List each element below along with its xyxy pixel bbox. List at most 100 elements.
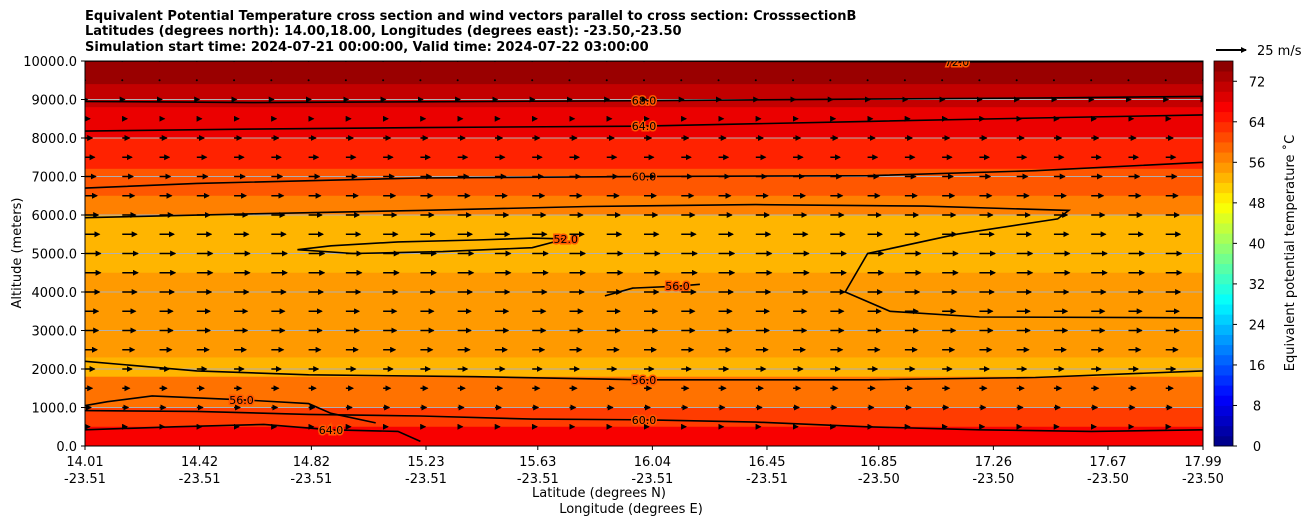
y-tick-label-3: 3000.0 (32, 325, 78, 340)
x-tick-label-lat-5: 16.04 (634, 455, 671, 470)
chart-title-line-2: Latitudes (degrees north): 14.00,18.00, … (85, 24, 682, 39)
wind-vector-18-11 (493, 79, 496, 82)
wind-vector-18-27 (1090, 79, 1093, 82)
wind-vector-18-21 (866, 79, 869, 82)
y-axis: 0.0 1000.0 2000.0 3000.0 4000.0 5000.0 6000.0 7… (23, 55, 85, 455)
y-tick-label-9: 9000.0 (32, 94, 78, 109)
y-tick-label-5: 5000.0 (32, 248, 78, 263)
colorbar-tick-label-7: 56 (1249, 156, 1266, 171)
colorbar-band-0 (1214, 435, 1233, 447)
theta-e-layer-3 (85, 138, 1203, 170)
x-tick-label-lat-4: 15.63 (519, 455, 556, 470)
colorbar-band-58 (1214, 142, 1233, 153)
wind-vector-18-17 (717, 79, 720, 82)
contour-label-0: 72.0 (945, 56, 970, 69)
x-tick-label-lon-0: -23.51 (64, 472, 106, 487)
y-tick-label-6: 6000.0 (32, 209, 78, 224)
contour-label-6: 56.0 (665, 280, 690, 293)
contour-label-1: 68.0 (632, 95, 657, 108)
colorbar-band-46 (1214, 202, 1233, 214)
colorbar-band-36 (1214, 253, 1233, 265)
wind-vector-18-12 (531, 79, 534, 82)
colorbar-tick-label-2: 16 (1249, 359, 1266, 374)
colorbar-band-34 (1214, 263, 1233, 275)
wind-vector-18-14 (605, 79, 608, 82)
contour-label-9: 64.0 (319, 424, 344, 437)
x-tick-label-lat-0: 14.01 (66, 455, 103, 470)
wind-vector-18-7 (344, 79, 347, 82)
wind-vector-18-13 (568, 79, 571, 82)
wind-vector-18-4 (233, 79, 236, 82)
colorbar-band-62 (1214, 121, 1233, 133)
wind-vector-18-8 (382, 79, 385, 82)
theta-e-layer-4 (85, 168, 1203, 197)
colorbar-band-52 (1214, 172, 1233, 183)
colorbar-band-8 (1214, 395, 1233, 406)
x-tick-label-lat-10: 17.99 (1184, 455, 1221, 470)
x-tick-label-lon-6: -23.51 (746, 472, 788, 487)
x-tick-label-lon-5: -23.51 (631, 472, 673, 487)
wind-vector-18-29 (1164, 79, 1167, 82)
wind-vector-18-24 (978, 79, 981, 82)
colorbar-label: Equivalent potential temperature ˚C (1282, 135, 1298, 371)
colorbar-band-18 (1214, 344, 1233, 356)
colorbar-band-28 (1214, 294, 1233, 305)
quiver-key-label: 25 m/s (1257, 44, 1302, 59)
colorbar-band-30 (1214, 283, 1233, 295)
contour-label-8: 60.0 (632, 414, 657, 427)
colorbar-band-26 (1214, 304, 1233, 315)
x-tick-label-lon-2: -23.51 (290, 472, 332, 487)
wind-vectors (85, 61, 1203, 430)
x-tick-label-lat-6: 16.45 (748, 455, 785, 470)
wind-vector-18-2 (158, 79, 161, 82)
colorbar-band-72 (1214, 71, 1233, 82)
colorbar: 0 8 16 24 32 40 48 56 64 72 (1213, 60, 1266, 455)
wind-vector-18-10 (456, 79, 459, 82)
contour-line-7 (85, 360, 1203, 381)
wind-vector-18-26 (1052, 79, 1055, 82)
x-tick-label-lon-4: -23.51 (517, 472, 559, 487)
colorbar-band-40 (1214, 233, 1233, 244)
colorbar-band-22 (1214, 324, 1233, 335)
x-tick-label-lat-3: 15.23 (407, 455, 444, 470)
colorbar-tick-label-5: 40 (1249, 237, 1266, 252)
y-tick-label-10: 10000.0 (23, 55, 77, 70)
colorbar-frame (1213, 60, 1234, 447)
colorbar-band-64 (1214, 111, 1233, 123)
theta-e-layer-6 (85, 215, 1203, 274)
colorbar-band-14 (1214, 364, 1233, 376)
colorbar-band-6 (1214, 405, 1233, 417)
wind-vector-18-5 (270, 79, 273, 82)
x-tick-label-lon-3: -23.51 (405, 472, 447, 487)
x-tick-label-lon-9: -23.50 (1087, 472, 1129, 487)
theta-e-layer-10 (85, 407, 1203, 428)
y-axis-label: Altitude (meters) (10, 198, 25, 309)
theta-e-layer-11 (85, 426, 1203, 446)
contour-line-2 (85, 114, 1203, 132)
contour-label-10: 56.0 (229, 394, 254, 407)
wind-vector-18-19 (792, 79, 795, 82)
contour-line-10 (85, 395, 376, 424)
colorbar-band-38 (1214, 243, 1233, 254)
contour-label-5: 52.0 (553, 233, 578, 246)
colorbar-band-16 (1214, 354, 1233, 366)
colorbar-band-66 (1214, 101, 1233, 113)
x-tick-label-lon-7: -23.50 (858, 472, 900, 487)
wind-vector-18-22 (903, 79, 906, 82)
x-tick-label-lat-2: 14.82 (293, 455, 330, 470)
colorbar-band-10 (1214, 385, 1233, 396)
colorbar-tick-label-6: 48 (1249, 197, 1266, 212)
x-axis-label-latitude: Latitude (degrees N) (532, 486, 666, 501)
wind-vector-18-1 (121, 79, 124, 82)
chart-title-line-3: Simulation start time: 2024-07-21 00:00:… (85, 40, 649, 55)
colorbar-band-74 (1214, 61, 1233, 72)
colorbar-band-4 (1214, 415, 1233, 427)
wind-vector-18-6 (307, 79, 310, 82)
colorbar-band-44 (1214, 212, 1233, 224)
theta-e-layer-8 (85, 357, 1203, 378)
wind-vector-18-25 (1015, 79, 1018, 82)
contour-line-8 (85, 409, 1203, 433)
x-axis-label-longitude: Longitude (degrees E) (559, 502, 703, 517)
colorbar-band-70 (1214, 81, 1233, 92)
